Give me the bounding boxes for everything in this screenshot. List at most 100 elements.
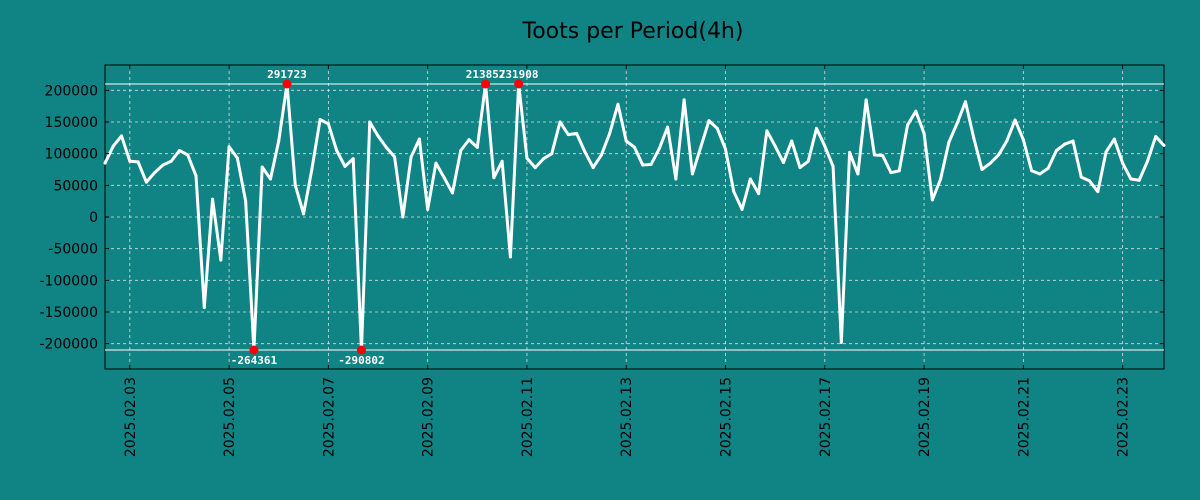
clip-lines: [105, 83, 1164, 351]
data-point: [368, 120, 372, 124]
y-tick-label: -50000: [48, 242, 98, 258]
data-point: [541, 157, 545, 161]
data-point: [492, 176, 496, 180]
y-tick-label: -100000: [40, 273, 99, 289]
data-point: [1038, 172, 1042, 176]
chart-title: Toots per Period(4h): [522, 19, 744, 44]
series-layer: [103, 82, 1166, 352]
y-axis: 200000 150000 100000 50000 0 -50000 -100000 -15…: [40, 83, 1164, 353]
data-point: [475, 145, 479, 149]
x-tick-label: 2025.02.03: [123, 377, 139, 457]
data-point: [633, 145, 636, 149]
data-point: [1079, 175, 1083, 179]
data-point: [508, 255, 512, 259]
data-point: [111, 144, 115, 148]
data-point: [699, 145, 703, 149]
data-point: [939, 177, 943, 181]
data-point: [997, 153, 1001, 157]
data-point: [260, 165, 264, 169]
data-point: [566, 133, 570, 137]
data-point: [906, 123, 910, 127]
data-point: [1154, 135, 1158, 139]
data-point: [1005, 139, 1009, 143]
annotation-label: 231908: [499, 68, 539, 81]
x-axis: 2025.02.03 2025.02.05 2025.02.07 2025.02.09…: [123, 65, 1132, 457]
data-point: [674, 177, 678, 181]
data-point: [690, 172, 694, 176]
data-point: [616, 102, 620, 106]
data-point: [955, 121, 959, 125]
data-point: [409, 155, 413, 159]
data-point: [128, 159, 132, 163]
data-point: [293, 183, 297, 187]
data-point: [1063, 142, 1067, 146]
data-point: [1145, 159, 1149, 163]
data-point: [161, 163, 165, 167]
y-tick-label: 200000: [45, 83, 98, 99]
x-tick-label: 2025.02.05: [222, 377, 238, 457]
data-point: [988, 161, 992, 165]
data-point: [153, 171, 157, 175]
data-point: [806, 159, 810, 163]
data-point: [930, 198, 934, 202]
data-point: [1030, 169, 1034, 173]
data-point: [1104, 150, 1108, 154]
data-point: [947, 140, 951, 144]
data-point: [186, 153, 190, 157]
data-point: [815, 126, 819, 130]
data-point: [881, 154, 885, 158]
data-point: [277, 139, 281, 143]
data-point: [839, 340, 843, 344]
data-point: [268, 177, 272, 181]
y-tick-label: 50000: [53, 178, 98, 194]
x-tick-label: 2025.02.07: [321, 377, 337, 457]
data-point: [1071, 139, 1075, 143]
y-tick-label: 100000: [45, 147, 98, 163]
data-point: [591, 166, 595, 170]
data-point: [384, 145, 388, 149]
data-point: [434, 161, 438, 165]
markers: [249, 79, 524, 355]
data-point: [823, 144, 827, 148]
data-point: [310, 168, 314, 171]
data-point: [583, 150, 587, 154]
data-point: [682, 98, 686, 102]
data-point: [831, 164, 835, 168]
data-point: [417, 137, 421, 141]
data-point: [1137, 178, 1141, 182]
data-point: [624, 139, 628, 143]
data-point: [872, 153, 876, 157]
data-point: [1054, 149, 1058, 152]
data-point: [980, 168, 984, 171]
data-point: [525, 156, 529, 160]
data-point: [666, 125, 670, 129]
x-tick-label: 2025.02.19: [917, 377, 933, 457]
data-point: [302, 212, 306, 216]
data-point: [169, 159, 173, 163]
data-point: [724, 147, 728, 151]
data-point: [608, 131, 612, 135]
data-point: [219, 258, 223, 262]
data-point: [326, 122, 330, 126]
data-point: [914, 109, 918, 113]
data-point: [575, 131, 579, 135]
data-point: [773, 144, 777, 148]
x-tick-label: 2025.02.17: [818, 377, 834, 457]
data-point: [120, 134, 124, 138]
data-point: [202, 306, 206, 310]
x-tick-label: 2025.02.15: [719, 377, 735, 457]
data-point: [550, 152, 554, 156]
data-point: [1112, 137, 1116, 141]
data-point: [1162, 143, 1166, 147]
x-tick-label: 2025.02.23: [1116, 377, 1132, 457]
data-point: [558, 120, 562, 124]
data-point: [376, 134, 380, 138]
data-point: [748, 177, 752, 181]
data-point: [533, 166, 537, 170]
annotation-label: 291723: [267, 68, 307, 81]
data-point: [500, 159, 504, 163]
data-point: [922, 131, 926, 135]
data-point: [790, 139, 794, 143]
data-point: [335, 149, 339, 152]
